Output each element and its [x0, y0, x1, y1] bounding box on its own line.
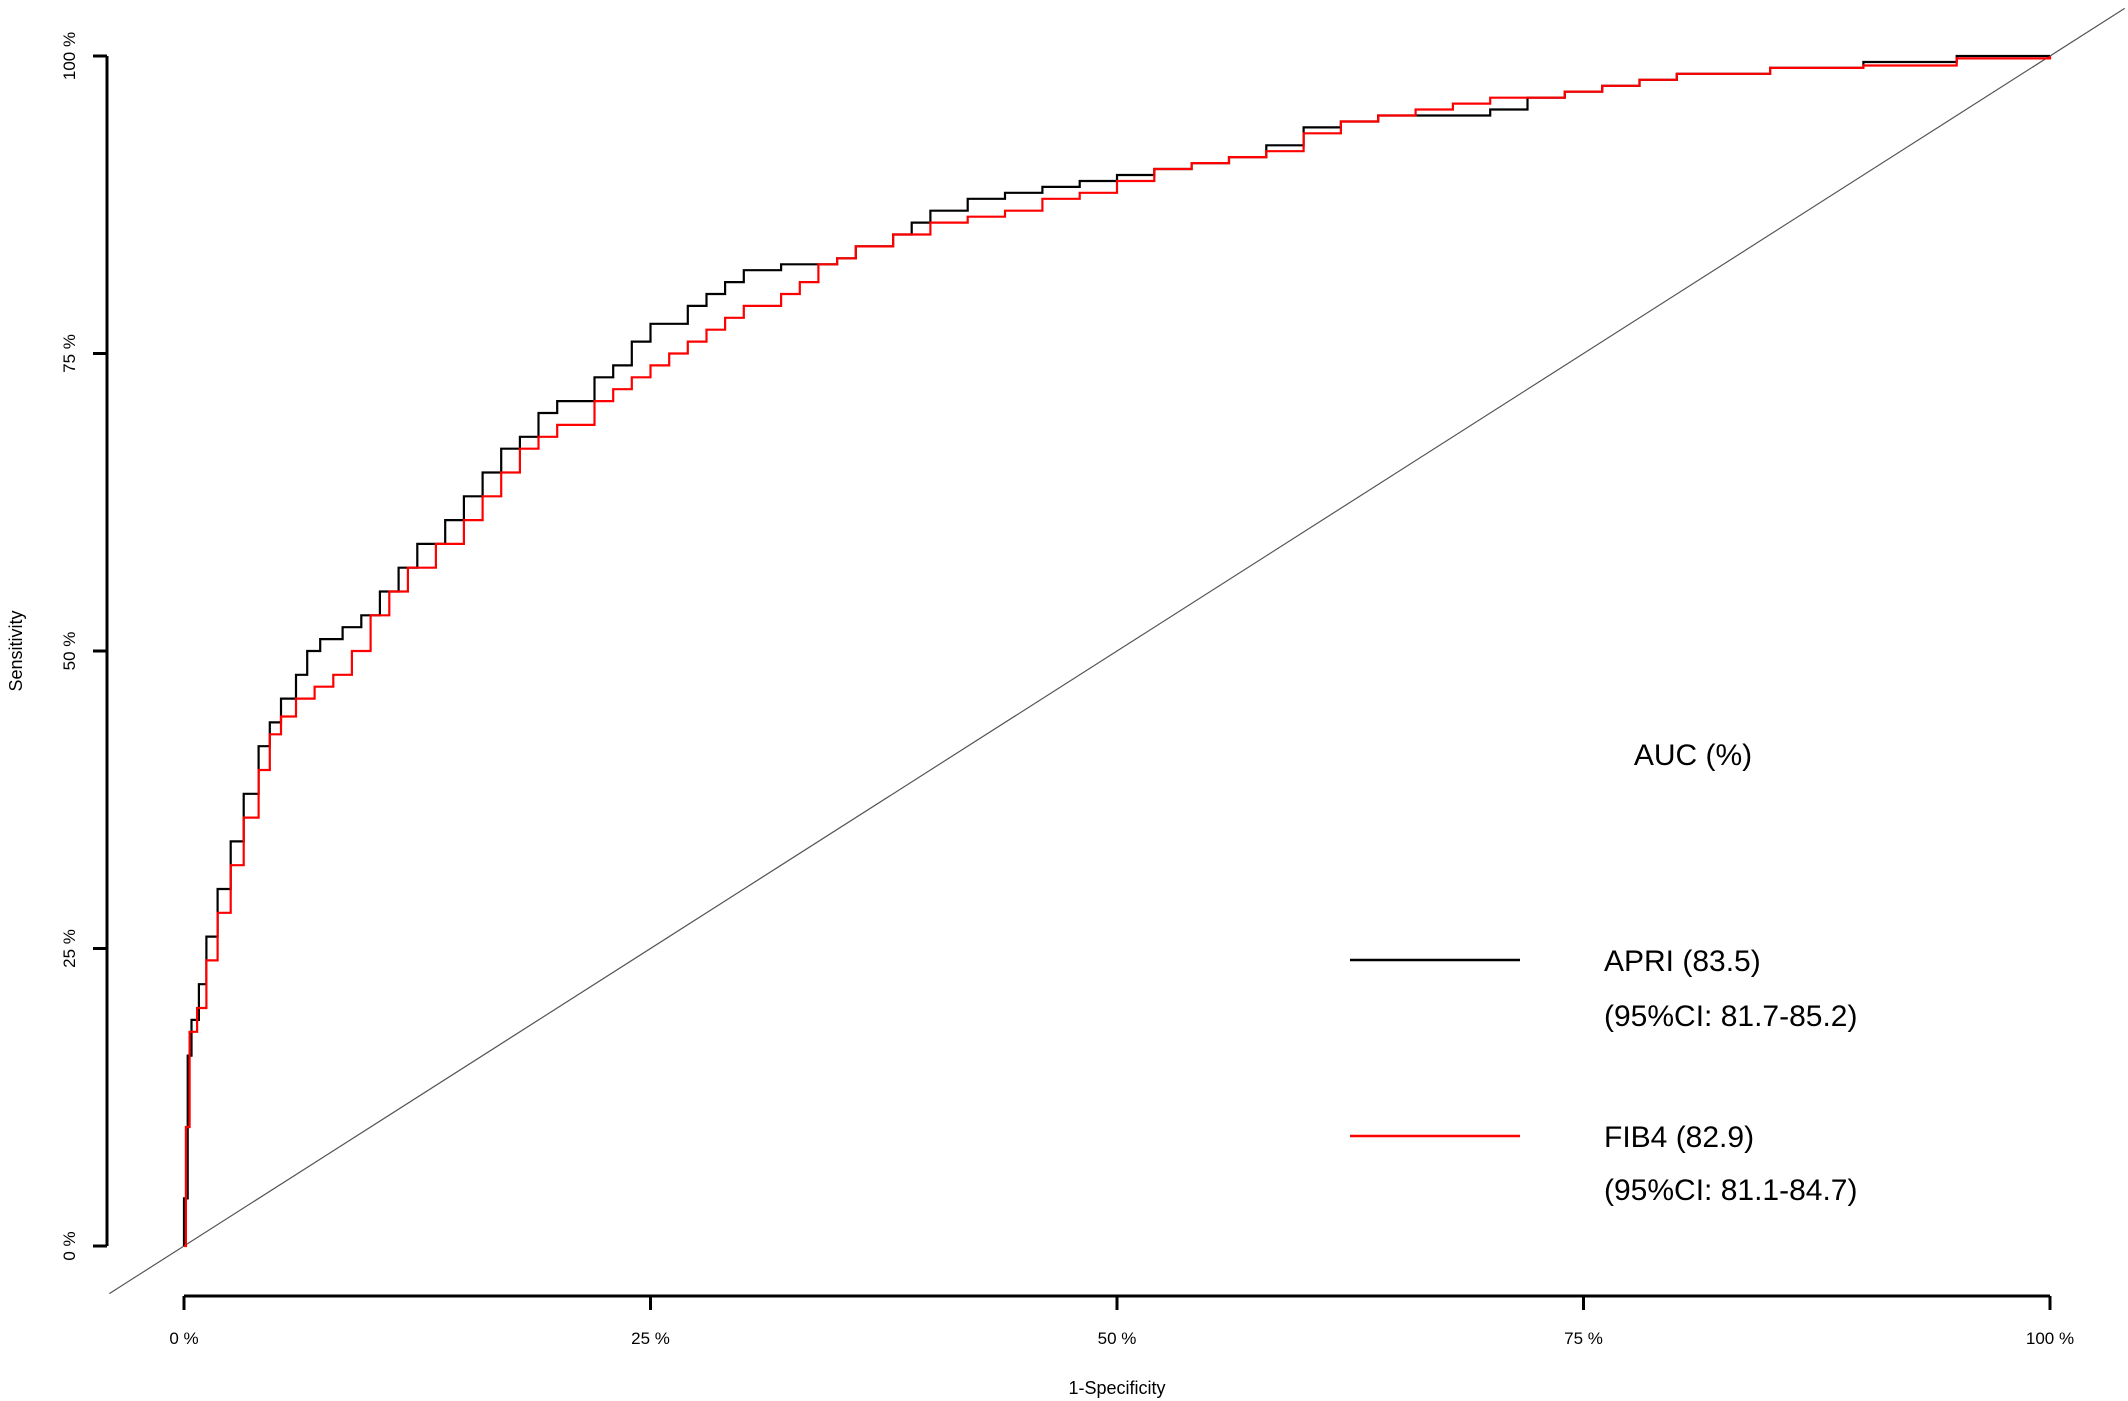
legend-label-apri: APRI (83.5) [1604, 945, 1761, 978]
x-tick-label-3: 75 % [1564, 1329, 1603, 1348]
y-tick-label-2: 50 % [60, 632, 79, 671]
legend-ci-apri: (95%CI: 81.7-85.2) [1604, 1000, 1857, 1033]
series-layer [182, 54, 2052, 1248]
x-axis-title: 1-Specificity [1068, 1378, 1165, 1398]
y-ticks: 0 % 25 % 50 % 75 % 100 % [60, 32, 107, 1261]
series-line-1 [184, 56, 2052, 1248]
y-tick-label-1: 25 % [60, 929, 79, 968]
y-axis-title: Sensitivity [6, 610, 26, 691]
x-ticks: 0 % 25 % 50 % 75 % 100 % [169, 1296, 2074, 1348]
legend-ci-fib4: (95%CI: 81.1-84.7) [1604, 1174, 1857, 1207]
x-tick-label-2: 50 % [1098, 1329, 1137, 1348]
y-tick-label-3: 75 % [60, 334, 79, 373]
x-tick-label-1: 25 % [631, 1329, 670, 1348]
axes: 0 % 25 % 50 % 75 % 100 % 0 % 25 % 50 % 75 % 100 … [60, 32, 2074, 1348]
x-tick-label-0: 0 % [169, 1329, 198, 1348]
reference-diagonal-line [109, 7, 2125, 1295]
legend-title: AUC (%) [1634, 739, 1752, 772]
legend: AUC (%) APRI (83.5) (95%CI: 81.7-85.2) F… [1350, 739, 1857, 1207]
y-tick-label-4: 100 % [60, 32, 79, 80]
x-tick-label-4: 100 % [2026, 1329, 2074, 1348]
legend-label-fib4: FIB4 (82.9) [1604, 1121, 1754, 1154]
y-tick-label-0: 0 % [60, 1231, 79, 1260]
